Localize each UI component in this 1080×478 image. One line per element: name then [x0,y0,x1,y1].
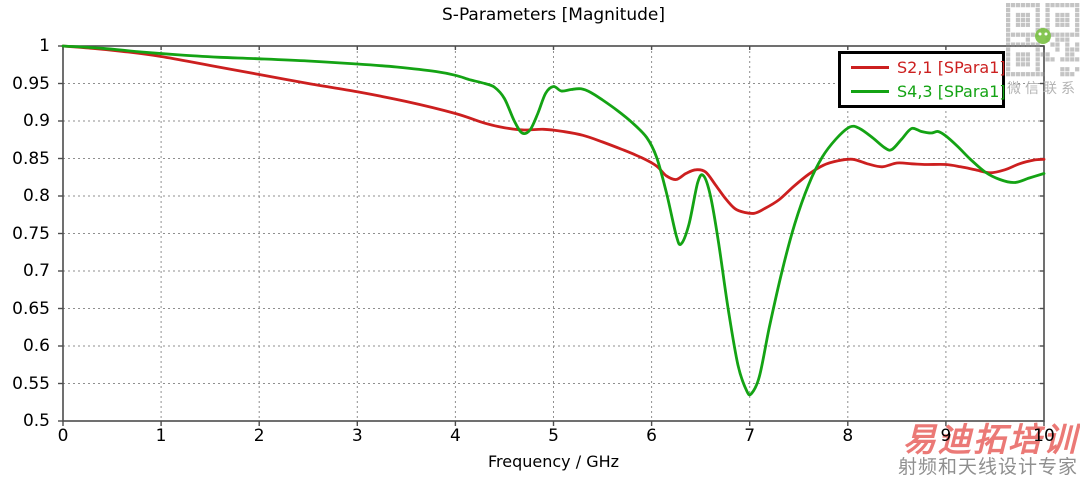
x-axis-label: Frequency / GHz [487,452,620,471]
brand-watermark: 易迪拓培训 射频和天线设计专家 [897,420,1078,478]
y-tick-label: 0.7 [22,261,50,281]
y-tick-label: 0.75 [12,223,50,244]
y-tick-label: 0.55 [12,373,50,394]
legend-label-s21: S2,1 [SPara1] [897,58,1006,78]
legend-item-s43: S4,3 [SPara1] [841,82,1006,101]
x-tick-label: 7 [744,426,756,446]
brand-tagline: 射频和天线设计专家 [897,456,1078,478]
y-tick-label: 0.85 [12,148,50,169]
y-tick-label: 0.9 [22,111,50,131]
x-tick-label: 5 [548,426,559,446]
x-tick-label: 1 [155,426,167,446]
x-tick-label: 4 [449,426,461,446]
x-tick-label: 10 [1033,426,1055,446]
y-tick-label: 0.5 [22,411,50,431]
x-tick-label: 3 [351,426,363,446]
legend-item-s21: S2,1 [SPara1] [841,58,1006,77]
qr-code-watermark: 微信联系 [1006,3,1080,99]
brand-logo-text: 易迪拓培训 [903,420,1078,459]
x-tick-label: 8 [842,426,854,446]
x-tick-label: 9 [940,426,952,446]
s21-line-swatch [851,66,889,70]
qr-caption: 微信联系 [1007,81,1079,97]
y-tick-label: 0.65 [12,298,50,319]
legend: S2,1 [SPara1] S4,3 [SPara1] [838,51,1006,108]
x-tick-label: 0 [57,426,69,446]
legend-label-s43: S4,3 [SPara1] [897,81,1006,101]
chart-title: S-Parameters [Magnitude] [442,5,665,25]
qr-code-icon [1006,3,1080,77]
y-tick-label: 0.6 [22,336,50,356]
x-tick-label: 2 [253,426,265,446]
y-tick-label: 0.8 [22,186,50,206]
x-tick-label: 6 [646,426,657,446]
y-tick-label: 0.95 [12,73,50,94]
s43-line-swatch [851,89,889,93]
y-tick-label: 1 [39,36,50,56]
